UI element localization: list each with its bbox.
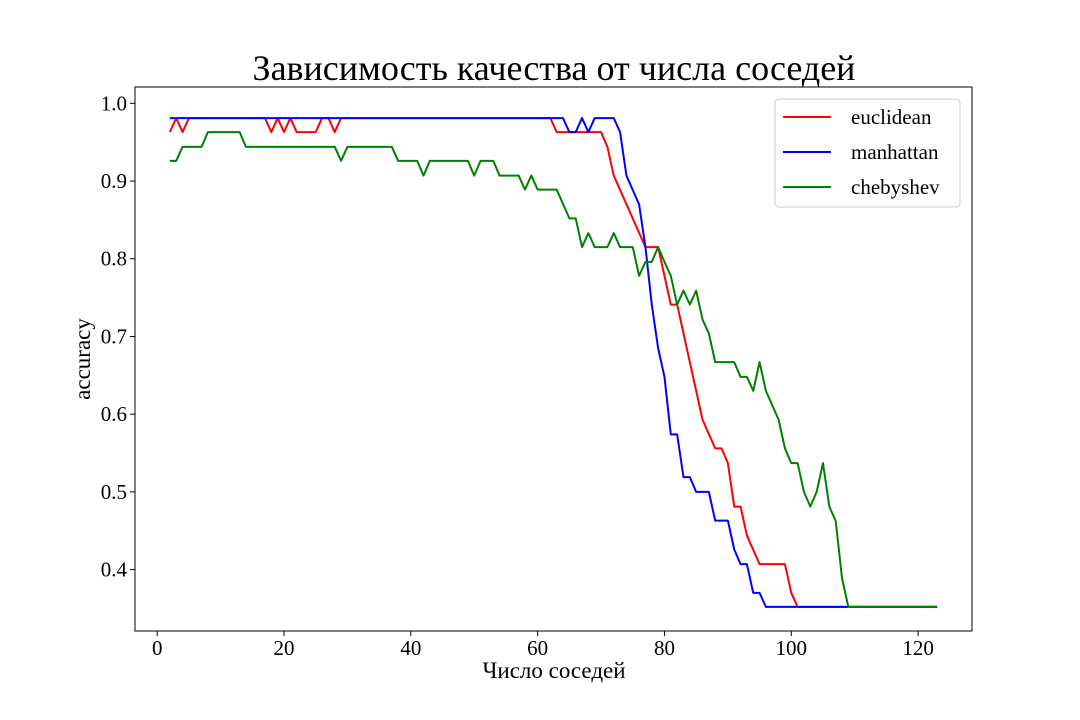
x-tick-label: 20 [274,636,295,660]
series-line-chebyshev [169,131,938,608]
legend-box [774,98,961,208]
y-tick-label: 0.5 [101,480,127,504]
series-line-manhattan [169,117,938,608]
legend: euclidean manhattan chebyshev [774,98,961,208]
y-axis-label: accuracy [70,318,95,400]
x-tick-label: 100 [776,636,808,660]
y-tick-label: 0.8 [101,247,127,271]
legend-label-manhattan: manhattan [851,140,939,164]
chart-title: Зависимость качества от числа соседей [253,48,856,88]
y-tick-label: 1.0 [101,91,127,115]
y-tick-label: 0.4 [101,558,128,582]
legend-label-euclidean: euclidean [851,105,932,129]
series-line-euclidean [168,117,938,608]
x-tick-label: 0 [152,636,163,660]
legend-label-chebyshev: chebyshev [851,175,940,199]
series-layer [168,117,938,608]
y-tick-label: 0.9 [101,169,127,193]
y-tick-label: 0.7 [101,324,127,348]
x-tick-label: 120 [902,636,934,660]
x-tick-label: 40 [400,636,421,660]
y-tick-label: 0.6 [101,402,127,426]
y-axis: 0.4 0.5 0.6 0.7 0.8 0.9 1.0 [101,91,135,582]
x-tick-label: 60 [527,636,548,660]
x-axis-label: Число соседей [482,658,625,683]
x-axis: 0 20 40 60 80 100 120 [152,631,934,660]
x-tick-label: 80 [654,636,675,660]
